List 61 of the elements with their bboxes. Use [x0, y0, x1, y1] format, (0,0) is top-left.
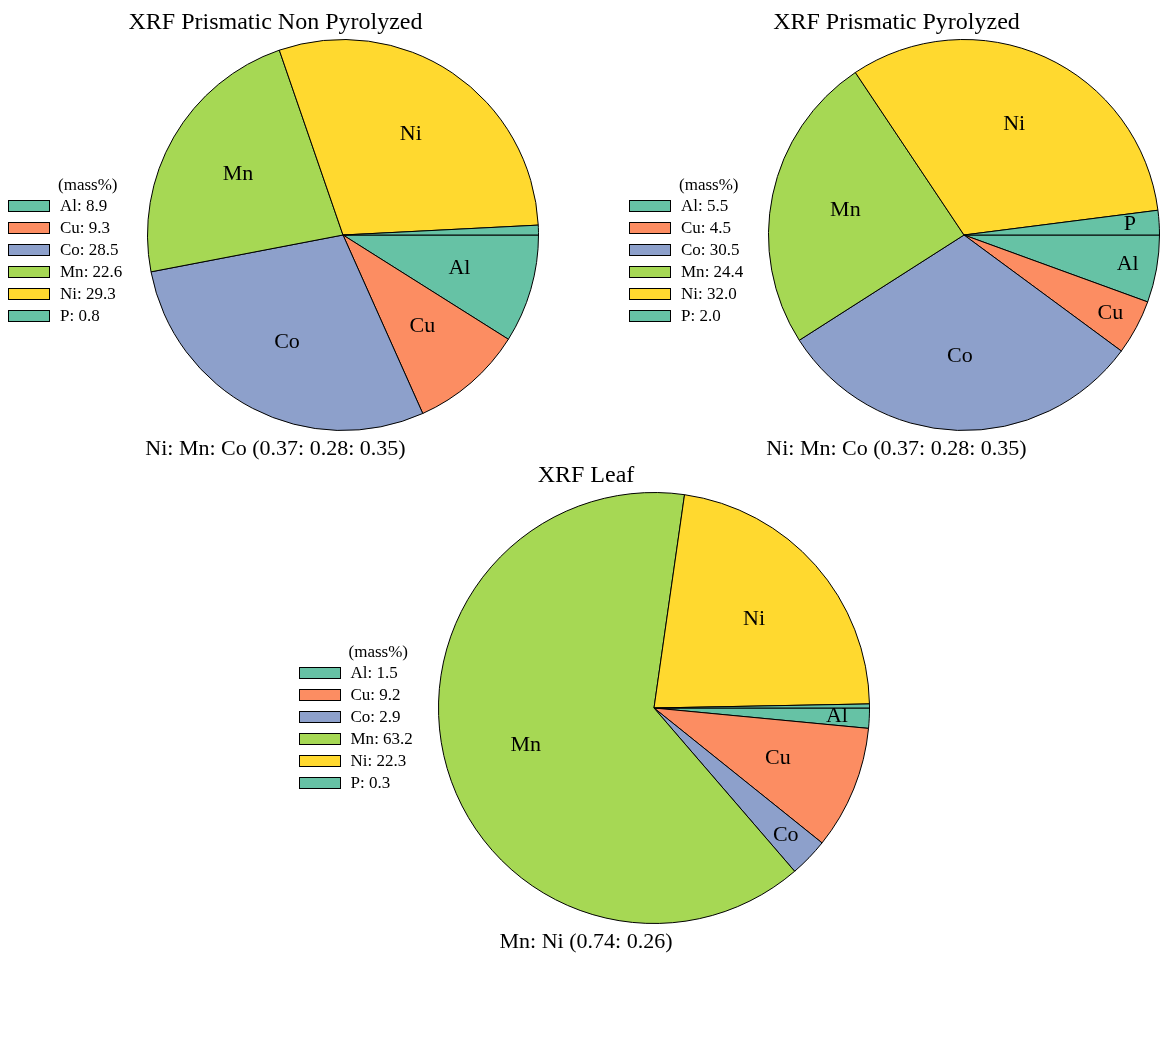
slice-label: Mn — [222, 160, 254, 186]
legend-label: Mn — [350, 729, 375, 749]
legend-label: Al — [60, 196, 77, 216]
legend-label: Co — [60, 240, 80, 260]
legend-title: (mass%) — [57, 175, 119, 195]
slice-label: Mn — [509, 731, 541, 757]
slice-label: Ni — [742, 605, 765, 631]
data-label: : 9.3 — [79, 218, 111, 238]
legend-label: Ni — [350, 751, 368, 771]
legend-label: Co — [681, 240, 701, 260]
slice-label: Ni — [399, 120, 422, 146]
legend-title: (mass%) — [347, 642, 409, 662]
data-label: : 29.3 — [77, 284, 116, 304]
legend-label: Cu — [350, 685, 371, 705]
data-label: : 28.5 — [79, 240, 119, 260]
legend-title: (mass%) — [678, 175, 740, 195]
slice-label: Mn — [830, 195, 861, 221]
legend-label: P — [350, 773, 360, 793]
slice-label: Al — [825, 702, 848, 728]
slice-label: Cu — [764, 744, 791, 770]
legend-label: P — [681, 306, 691, 326]
legend-label: Ni — [60, 284, 77, 304]
data-label: : 1.5 — [367, 663, 398, 683]
data-label: : 30.5 — [700, 240, 740, 260]
legend-label: Cu — [681, 218, 701, 238]
data-label: : 0.3 — [359, 773, 391, 793]
data-label: : 22.3 — [367, 751, 407, 771]
legend-label: Ni — [681, 284, 698, 304]
slice-label: Al — [448, 254, 471, 280]
data-label: : 22.6 — [83, 262, 123, 282]
legend-label: Cu — [60, 218, 80, 238]
data-label: : 2.0 — [690, 306, 721, 326]
legend-label: Al — [350, 663, 368, 683]
slice-label: P — [1123, 210, 1136, 236]
legend-label: Mn — [60, 262, 84, 282]
chart-title: XRF Leaf — [537, 461, 635, 488]
text: Mn: Ni (0.74: 0.26) — [499, 928, 673, 954]
data-label: : 5.5 — [698, 196, 729, 216]
text: Ni: Mn: Co (0.37: 0.28: 0.35) — [145, 435, 406, 461]
data-label: : 63.2 — [374, 729, 413, 749]
data-label: : 9.2 — [370, 685, 401, 705]
slice-label: Co — [947, 341, 973, 367]
slice-label: Cu — [409, 312, 436, 338]
legend-label: Mn — [681, 262, 705, 282]
chart-title: XRF Prismatic Pyrolyzed — [773, 8, 1020, 35]
legend-label: P — [60, 306, 70, 326]
slice-label: Co — [772, 821, 799, 847]
legend-label: Al — [681, 196, 698, 216]
slice-label: Co — [274, 328, 300, 354]
chart-title: XRF Prismatic Non Pyrolyzed — [128, 8, 423, 35]
data-label: : 32.0 — [698, 284, 737, 304]
legend-label: Co — [350, 707, 371, 727]
data-label: : 0.8 — [69, 306, 100, 326]
text: Ni: Mn: Co (0.37: 0.28: 0.35) — [766, 435, 1027, 461]
data-label: : 4.5 — [700, 218, 732, 238]
slice-label: Cu — [1097, 299, 1124, 325]
slice-label: Ni — [1003, 110, 1026, 136]
data-label: : 24.4 — [704, 262, 744, 282]
data-label: : 8.9 — [77, 196, 108, 216]
data-label: : 2.9 — [370, 707, 401, 727]
slice-label: Al — [1116, 249, 1139, 275]
